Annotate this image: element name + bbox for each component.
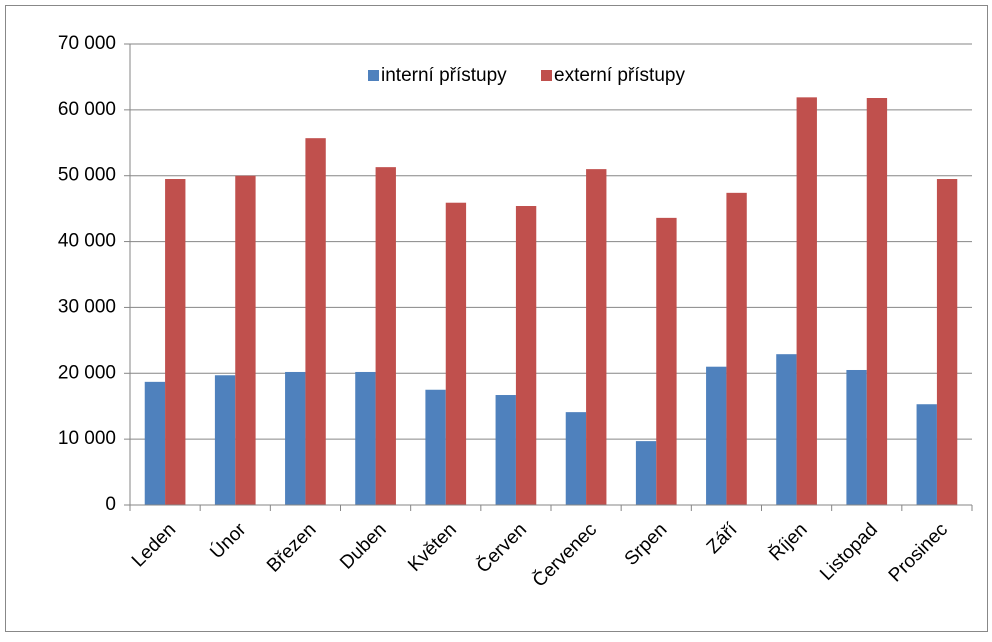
y-tick-label: 20 000 xyxy=(58,362,116,383)
y-tick-label: 60 000 xyxy=(58,99,116,120)
y-tick-label: 10 000 xyxy=(58,428,116,449)
bar xyxy=(866,98,888,505)
y-tick-label: 50 000 xyxy=(58,165,116,186)
bar xyxy=(796,97,817,505)
bar xyxy=(425,389,446,505)
bar xyxy=(846,369,867,505)
bar xyxy=(586,169,607,505)
y-tick-label: 40 000 xyxy=(58,231,116,252)
bar xyxy=(936,179,958,505)
y-tick-label: 70 000 xyxy=(58,33,116,54)
bar xyxy=(144,381,166,505)
bar xyxy=(495,395,516,505)
legend-label: interní přístupy xyxy=(381,65,507,86)
bar xyxy=(235,175,256,505)
bar xyxy=(515,206,537,505)
bar xyxy=(656,217,677,505)
bar xyxy=(776,354,797,505)
bar xyxy=(726,192,747,505)
bar xyxy=(355,371,376,505)
y-tick-label: 30 000 xyxy=(58,296,116,317)
bar xyxy=(565,412,587,505)
bar xyxy=(375,167,396,505)
bar xyxy=(635,441,657,505)
bar xyxy=(916,404,937,505)
legend-swatch xyxy=(541,70,552,81)
bar xyxy=(305,138,326,505)
bar xyxy=(165,179,186,505)
bar xyxy=(214,375,236,505)
bar xyxy=(706,366,727,505)
bar xyxy=(285,371,306,505)
y-tick-label: 0 xyxy=(105,494,116,515)
bar xyxy=(445,202,467,506)
legend-swatch xyxy=(368,70,379,81)
legend-label: externí přístupy xyxy=(554,65,685,86)
